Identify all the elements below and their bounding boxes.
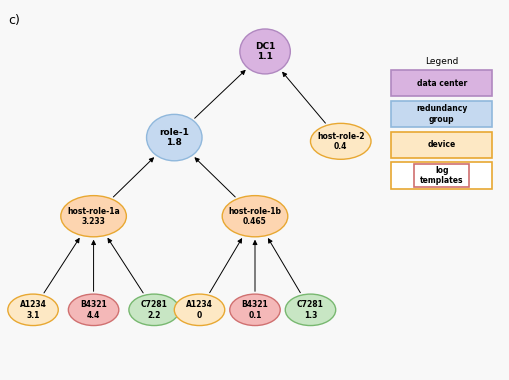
Text: Legend: Legend xyxy=(424,57,458,66)
Ellipse shape xyxy=(61,196,126,237)
Ellipse shape xyxy=(239,29,290,74)
Text: redundancy
group: redundancy group xyxy=(415,104,466,124)
Text: C7281
2.2: C7281 2.2 xyxy=(140,300,167,320)
FancyBboxPatch shape xyxy=(390,101,491,127)
FancyBboxPatch shape xyxy=(390,70,491,97)
Text: A1234
3.1: A1234 3.1 xyxy=(19,300,46,320)
Ellipse shape xyxy=(222,196,287,237)
Text: DC1
1.1: DC1 1.1 xyxy=(254,42,275,61)
Text: host-role-1b
0.465: host-role-1b 0.465 xyxy=(228,206,281,226)
Text: role-1
1.8: role-1 1.8 xyxy=(159,128,189,147)
Text: log
templates: log templates xyxy=(419,166,463,185)
Text: c): c) xyxy=(8,14,20,27)
Text: C7281
1.3: C7281 1.3 xyxy=(296,300,323,320)
Text: A1234
0: A1234 0 xyxy=(186,300,213,320)
Text: host-role-1a
3.233: host-role-1a 3.233 xyxy=(67,206,120,226)
Text: B4321
4.4: B4321 4.4 xyxy=(80,300,107,320)
FancyBboxPatch shape xyxy=(413,164,468,187)
Ellipse shape xyxy=(129,294,179,326)
Ellipse shape xyxy=(146,114,202,161)
FancyBboxPatch shape xyxy=(390,162,491,188)
Ellipse shape xyxy=(310,124,370,159)
Ellipse shape xyxy=(68,294,119,326)
FancyBboxPatch shape xyxy=(390,131,491,158)
Text: B4321
0.1: B4321 0.1 xyxy=(241,300,268,320)
Text: data center: data center xyxy=(416,79,466,88)
Text: device: device xyxy=(427,140,455,149)
Ellipse shape xyxy=(8,294,58,326)
Ellipse shape xyxy=(285,294,335,326)
Text: host-role-2
0.4: host-role-2 0.4 xyxy=(317,131,364,151)
Ellipse shape xyxy=(230,294,279,326)
Ellipse shape xyxy=(174,294,224,326)
